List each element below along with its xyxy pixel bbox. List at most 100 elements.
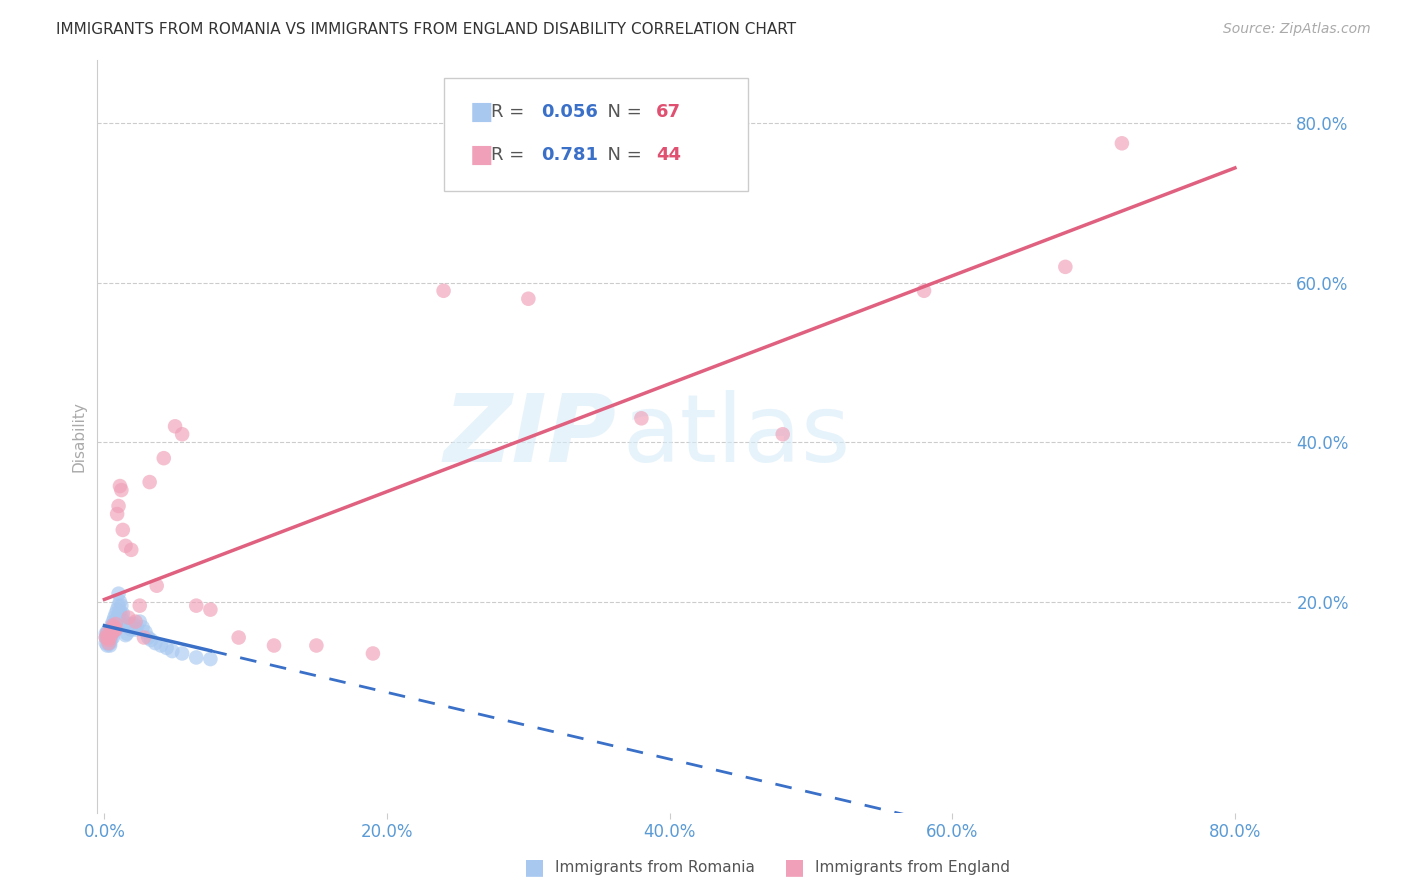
Point xyxy=(105,602,128,616)
Point xyxy=(517,292,540,306)
Text: 67: 67 xyxy=(657,103,681,121)
Point xyxy=(100,623,122,637)
Point xyxy=(104,617,127,632)
Point xyxy=(103,620,125,634)
Point xyxy=(104,623,127,637)
Point xyxy=(125,620,148,634)
Point xyxy=(101,624,124,639)
Point xyxy=(107,609,129,624)
Point xyxy=(108,604,131,618)
Point xyxy=(104,623,127,637)
Point xyxy=(111,523,134,537)
Text: 0.056: 0.056 xyxy=(541,103,599,121)
Point xyxy=(138,475,160,489)
Text: atlas: atlas xyxy=(623,391,851,483)
Point xyxy=(145,579,167,593)
Point xyxy=(105,507,128,521)
Text: Immigrants from Romania: Immigrants from Romania xyxy=(555,860,755,874)
Point xyxy=(96,628,118,642)
Point xyxy=(100,631,122,645)
Point xyxy=(101,624,124,639)
Point xyxy=(103,610,125,624)
Point xyxy=(101,620,124,634)
Text: N =: N = xyxy=(596,103,648,121)
Point xyxy=(132,631,155,645)
Text: 44: 44 xyxy=(657,146,681,164)
Text: Source: ZipAtlas.com: Source: ZipAtlas.com xyxy=(1223,22,1371,37)
Point xyxy=(98,626,121,640)
Point xyxy=(305,639,328,653)
Point xyxy=(105,620,128,634)
Point xyxy=(107,499,129,513)
Point xyxy=(100,623,122,637)
Point xyxy=(111,617,134,632)
Text: ■: ■ xyxy=(785,857,804,877)
Point xyxy=(104,615,127,629)
Point xyxy=(112,615,135,629)
Text: R =: R = xyxy=(492,146,536,164)
Point xyxy=(117,620,139,634)
Point xyxy=(97,631,120,645)
Point xyxy=(98,631,121,645)
Point xyxy=(100,626,122,640)
Point xyxy=(98,639,121,653)
Point xyxy=(103,617,125,632)
Point xyxy=(94,626,117,640)
Point xyxy=(200,652,222,666)
Point xyxy=(110,599,132,613)
Point xyxy=(1054,260,1077,274)
Point xyxy=(121,620,143,634)
Text: N =: N = xyxy=(596,146,648,164)
Point xyxy=(108,595,131,609)
Point xyxy=(97,634,120,648)
Point xyxy=(152,451,174,466)
Point xyxy=(630,411,652,425)
Point xyxy=(100,628,122,642)
Point xyxy=(110,609,132,624)
Point xyxy=(94,636,117,650)
Point xyxy=(122,617,145,632)
Point xyxy=(228,631,250,645)
Point xyxy=(94,631,117,645)
Point xyxy=(107,599,129,613)
Point xyxy=(110,483,132,497)
Point xyxy=(96,631,118,645)
Point xyxy=(107,587,129,601)
Point xyxy=(97,636,120,650)
Point xyxy=(149,639,172,653)
Point xyxy=(101,631,124,645)
Point xyxy=(98,636,121,650)
Point xyxy=(136,631,159,645)
Point xyxy=(134,624,156,639)
Point xyxy=(97,629,120,643)
Point xyxy=(361,647,384,661)
Text: IMMIGRANTS FROM ROMANIA VS IMMIGRANTS FROM ENGLAND DISABILITY CORRELATION CHART: IMMIGRANTS FROM ROMANIA VS IMMIGRANTS FR… xyxy=(56,22,796,37)
Point xyxy=(98,634,121,648)
Point xyxy=(96,639,118,653)
Text: 0.781: 0.781 xyxy=(541,146,599,164)
Point xyxy=(772,427,794,442)
Point xyxy=(104,607,127,621)
Point xyxy=(263,639,285,653)
Point xyxy=(172,647,194,661)
Point xyxy=(94,631,117,645)
Point xyxy=(120,623,142,637)
Point xyxy=(114,539,136,553)
Point xyxy=(101,615,124,629)
Point xyxy=(155,640,177,655)
Text: ■: ■ xyxy=(524,857,544,877)
Point xyxy=(96,632,118,647)
Point xyxy=(912,284,935,298)
Point xyxy=(117,610,139,624)
Point xyxy=(97,632,120,647)
FancyBboxPatch shape xyxy=(444,78,748,192)
Point xyxy=(120,542,142,557)
Point xyxy=(97,636,120,650)
Point xyxy=(143,636,166,650)
Point xyxy=(124,615,146,629)
Point xyxy=(96,624,118,639)
Text: Immigrants from England: Immigrants from England xyxy=(815,860,1011,874)
Point xyxy=(162,644,184,658)
Point xyxy=(105,612,128,626)
Point xyxy=(172,427,194,442)
